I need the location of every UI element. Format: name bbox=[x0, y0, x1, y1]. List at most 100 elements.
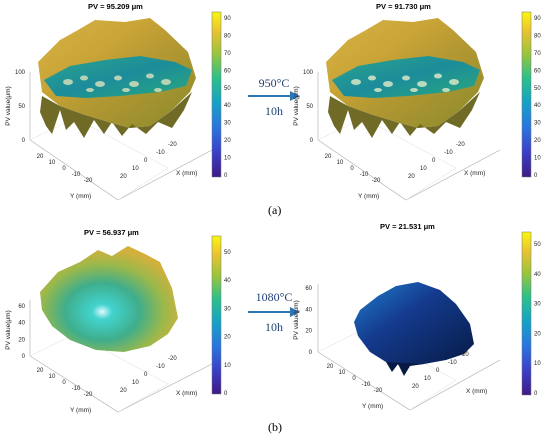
x-tick-label: -10 bbox=[156, 364, 165, 370]
y-tick-label: 10 bbox=[49, 160, 56, 166]
y-tick-label: 20 bbox=[327, 364, 334, 370]
colorbar-tick-label: 60 bbox=[224, 68, 231, 74]
colorbar-tick-label: 50 bbox=[224, 86, 231, 92]
x-tick-label: 20 bbox=[408, 174, 415, 180]
z-tick-label: 60 bbox=[18, 304, 25, 310]
colorbar-tick-label: 20 bbox=[534, 331, 541, 337]
x-tick-label: 0 bbox=[144, 372, 148, 378]
z-tick-label: 0 bbox=[310, 138, 314, 144]
colorbar-tick-label: 10 bbox=[534, 361, 541, 367]
x-tick-label: -10 bbox=[156, 150, 165, 156]
colorbar-tick-label: 0 bbox=[224, 391, 228, 397]
process-b-time: 10h bbox=[265, 320, 283, 334]
colorbar-tick-label: 40 bbox=[224, 278, 231, 284]
y-tick-label: 0 bbox=[62, 380, 66, 386]
y-tick-label: -20 bbox=[84, 392, 93, 398]
z-tick-label: 50 bbox=[18, 104, 25, 110]
z-tick-label: 20 bbox=[305, 329, 312, 335]
y-tick-label: 10 bbox=[49, 374, 56, 380]
plot-b2 bbox=[317, 231, 532, 411]
z-axis-label: PV value(μm) bbox=[293, 300, 300, 340]
colorbar-tick-label: 40 bbox=[224, 103, 231, 109]
y-tick-label: 20 bbox=[37, 154, 44, 160]
x-tick-label: 10 bbox=[132, 380, 139, 386]
x-tick-label: -10 bbox=[448, 360, 457, 366]
x-axis-label: X (mm) bbox=[466, 388, 487, 395]
z-tick-label: 60 bbox=[305, 286, 312, 292]
arrow-b-icon bbox=[248, 307, 300, 317]
colorbar-tick-label: 50 bbox=[534, 242, 541, 248]
colorbar bbox=[521, 231, 532, 396]
z-axis-label: PV value(μm) bbox=[5, 86, 12, 126]
y-tick-label: -10 bbox=[72, 386, 81, 392]
axes-frame bbox=[317, 284, 501, 411]
z-tick-label: 100 bbox=[15, 70, 26, 76]
plot-a1-title: PV = 95.209 μm bbox=[88, 2, 143, 11]
axes-frame bbox=[29, 300, 213, 413]
colorbar-tick-label: 30 bbox=[534, 302, 541, 308]
z-tick-label: 100 bbox=[303, 70, 314, 76]
colorbar-tick-label: 50 bbox=[534, 86, 541, 92]
plot-b1-title: PV = 56.937 μm bbox=[84, 228, 139, 237]
colorbar-tick-label: 0 bbox=[224, 173, 228, 179]
z-tick-label: 40 bbox=[305, 307, 312, 313]
x-tick-label: -10 bbox=[444, 150, 453, 156]
x-tick-label: 20 bbox=[412, 384, 419, 390]
y-tick-label: 0 bbox=[62, 166, 66, 172]
colorbar-tick-label: 20 bbox=[224, 138, 231, 144]
y-tick-label: -10 bbox=[362, 382, 371, 388]
surface-mesh bbox=[354, 282, 474, 366]
process-a-temperature: 950°C bbox=[258, 76, 290, 90]
z-tick-label: 20 bbox=[18, 337, 25, 343]
colorbar-tick-label: 0 bbox=[534, 173, 538, 179]
y-axis-label: Y (mm) bbox=[70, 193, 91, 200]
x-tick-label: -20 bbox=[460, 352, 469, 358]
y-tick-label: 10 bbox=[337, 160, 344, 166]
y-tick-label: 10 bbox=[339, 370, 346, 376]
y-axis-label: Y (mm) bbox=[358, 193, 379, 200]
colorbar bbox=[211, 235, 222, 395]
colorbar-tick-label: 90 bbox=[534, 16, 541, 22]
surface-mesh bbox=[40, 246, 178, 352]
colorbar bbox=[211, 11, 222, 178]
colorbar-tick-label: 20 bbox=[534, 138, 541, 144]
colorbar-tick-label: 80 bbox=[224, 33, 231, 39]
y-tick-label: -20 bbox=[84, 178, 93, 184]
x-axis-label: X (mm) bbox=[464, 170, 485, 177]
x-axis-label: X (mm) bbox=[176, 170, 197, 177]
surface-skirt bbox=[40, 92, 192, 138]
y-tick-label: -10 bbox=[72, 172, 81, 178]
z-tick-label: 0 bbox=[22, 138, 26, 144]
z-axis-label: PV value(μm) bbox=[293, 86, 300, 126]
colorbar-tick-label: 40 bbox=[534, 103, 541, 109]
surface-bumps bbox=[63, 73, 171, 92]
process-a-time: 10h bbox=[265, 104, 283, 118]
surface-skirt bbox=[328, 92, 480, 138]
y-tick-label: 0 bbox=[350, 166, 354, 172]
x-tick-label: 0 bbox=[436, 368, 440, 374]
colorbar-tick-label: 10 bbox=[534, 156, 541, 162]
y-tick-label: 20 bbox=[325, 154, 332, 160]
y-tick-label: -10 bbox=[360, 172, 369, 178]
colorbar-tick-label: 30 bbox=[224, 306, 231, 312]
x-tick-label: -20 bbox=[168, 142, 177, 148]
colorbar-tick-label: 80 bbox=[534, 33, 541, 39]
arrow-a-icon bbox=[248, 91, 300, 101]
colorbar-tick-label: 70 bbox=[534, 51, 541, 57]
z-axis-label: PV value(μm) bbox=[5, 310, 12, 350]
x-tick-label: 0 bbox=[144, 158, 148, 164]
x-tick-label: -20 bbox=[168, 356, 177, 362]
surface-spikes bbox=[386, 362, 424, 376]
colorbar-tick-label: 90 bbox=[224, 16, 231, 22]
surface-bumps bbox=[351, 73, 459, 92]
colorbar-tick-label: 30 bbox=[224, 121, 231, 127]
colorbar-tick-label: 50 bbox=[224, 250, 231, 256]
x-tick-label: 0 bbox=[432, 158, 436, 164]
axes-frame bbox=[29, 72, 213, 201]
y-tick-label: 0 bbox=[352, 376, 356, 382]
x-tick-label: 10 bbox=[132, 166, 139, 172]
x-tick-label: 10 bbox=[420, 166, 427, 172]
